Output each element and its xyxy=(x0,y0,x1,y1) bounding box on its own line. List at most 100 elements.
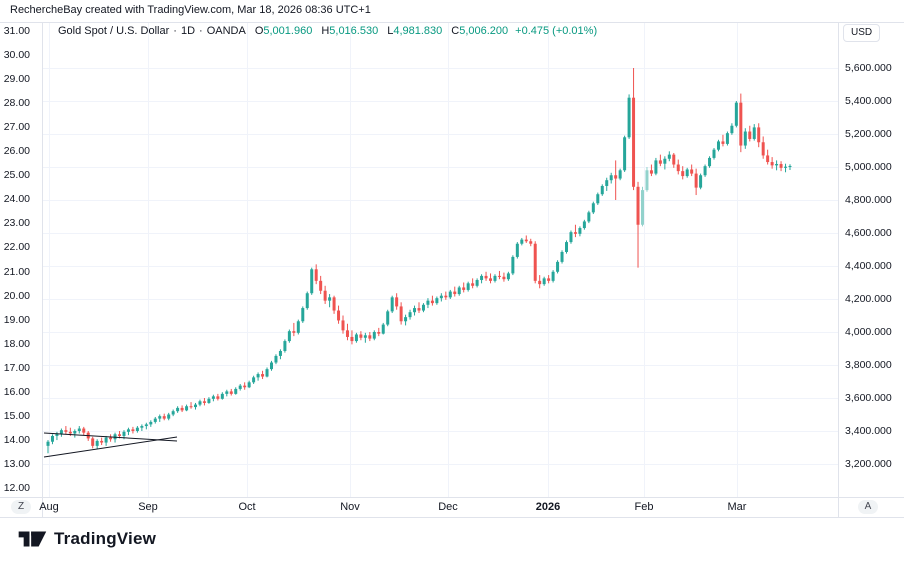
left-price-label: 29.00 xyxy=(3,73,30,86)
right-price-label: 5,600.000 xyxy=(845,62,892,74)
left-price-label: 31.00 xyxy=(3,25,30,37)
candle-body xyxy=(252,377,256,383)
left-price-label: 17.00 xyxy=(3,361,30,374)
candle-body xyxy=(377,332,381,334)
candle-body xyxy=(640,190,644,225)
candle-body xyxy=(269,362,273,370)
trendline-drawing[interactable] xyxy=(43,436,178,458)
candle-body xyxy=(372,332,376,339)
candle-body xyxy=(591,203,595,213)
time-label: Oct xyxy=(238,501,256,513)
candle-wick xyxy=(498,270,500,280)
candle-body xyxy=(413,308,417,313)
candle-body xyxy=(176,407,180,412)
exchange-label: OANDA xyxy=(206,25,246,37)
candle-body xyxy=(207,398,211,403)
candle-body xyxy=(766,155,770,163)
candle-body xyxy=(506,273,510,280)
right-price-label: 5,000.000 xyxy=(845,161,892,173)
candle-body xyxy=(761,142,765,156)
candle-body xyxy=(126,429,130,432)
candle-body xyxy=(386,311,390,325)
left-price-label: 30.00 xyxy=(3,49,30,62)
candle-body xyxy=(162,416,166,419)
candle-body xyxy=(618,170,622,179)
candle-body xyxy=(359,334,363,338)
candle-body xyxy=(716,141,720,150)
candle-body xyxy=(91,438,95,446)
candle-body xyxy=(310,269,314,294)
candle-body xyxy=(408,312,412,318)
candle-body xyxy=(381,324,385,334)
candle-body xyxy=(515,243,519,257)
candle-body xyxy=(77,428,81,431)
candle-body xyxy=(712,149,716,158)
candle-body xyxy=(332,297,336,311)
legend-separator: · xyxy=(199,25,203,37)
right-price-label: 3,400.000 xyxy=(845,425,892,437)
candle-body xyxy=(627,97,631,138)
candle-body xyxy=(439,295,443,299)
candle-body xyxy=(587,212,591,222)
symbol-title: Gold Spot / U.S. Dollar xyxy=(58,25,170,37)
candle-body xyxy=(368,335,372,339)
low-value: L4,981.830 xyxy=(387,25,443,37)
candle-body xyxy=(265,369,269,377)
tradingview-logo-icon xyxy=(18,531,47,547)
candle-body xyxy=(444,295,448,298)
candle-wick xyxy=(615,160,617,200)
left-price-label: 15.00 xyxy=(3,409,30,422)
currency-toggle-button[interactable]: USD xyxy=(843,24,881,42)
candle-body xyxy=(511,256,515,274)
candle-body xyxy=(287,331,291,342)
trendline-drawing[interactable] xyxy=(43,432,178,442)
candle-body xyxy=(663,158,667,164)
candle-body xyxy=(596,194,600,204)
candle-body xyxy=(100,440,104,443)
high-value: H5,016.530 xyxy=(321,25,379,37)
candle-body xyxy=(171,411,175,415)
right-price-label: 5,400.000 xyxy=(845,95,892,107)
candle-body xyxy=(480,275,484,281)
candle-body xyxy=(202,401,206,403)
left-price-axis[interactable]: 31.00 30.00 29.00 28.00 27.00 26.00 25.00 24.00… xyxy=(0,0,36,517)
candle-body xyxy=(140,426,144,428)
candle-wick xyxy=(574,224,576,238)
candle-body xyxy=(694,173,698,188)
candle-body xyxy=(497,275,501,277)
symbol-legend[interactable]: Gold Spot / U.S. Dollar · 1D · OANDA O5,001.9… xyxy=(58,25,597,37)
time-label: Feb xyxy=(634,501,654,513)
candle-body xyxy=(462,287,466,290)
attribution-text: RechercheBay created with TradingView.co… xyxy=(10,4,371,16)
candle-body xyxy=(623,137,627,171)
candle-body xyxy=(578,228,582,234)
candle-body xyxy=(135,427,139,431)
candle-body xyxy=(104,437,108,443)
time-axis[interactable]: Aug Sep Oct Nov Dec 2026 Feb Mar xyxy=(0,497,904,517)
candle-body xyxy=(68,431,72,434)
candle-body xyxy=(739,102,743,146)
legend-separator: · xyxy=(173,25,177,37)
candle-wick xyxy=(789,164,791,171)
time-label: Sep xyxy=(138,501,158,513)
candle-body xyxy=(788,165,792,167)
candle-body xyxy=(551,271,555,281)
candle-body xyxy=(345,330,349,337)
candle-body xyxy=(784,166,788,168)
candle-body xyxy=(676,164,680,172)
candle-wick xyxy=(293,322,295,337)
left-price-label: 25.00 xyxy=(3,169,30,182)
candle-body xyxy=(743,131,747,146)
candle-body xyxy=(189,406,193,408)
candle-body xyxy=(234,388,238,394)
left-price-label: 27.00 xyxy=(3,121,30,134)
candle-body xyxy=(283,341,287,351)
candle-wick xyxy=(650,164,652,177)
candle-body xyxy=(775,164,779,166)
candle-body xyxy=(167,414,171,419)
right-price-axis[interactable]: 5,600.000 5,400.000 5,200.000 5,000.000 4,80… xyxy=(845,0,904,517)
candle-body xyxy=(690,169,694,174)
candle-body xyxy=(46,441,50,446)
candle-wick xyxy=(525,235,527,243)
